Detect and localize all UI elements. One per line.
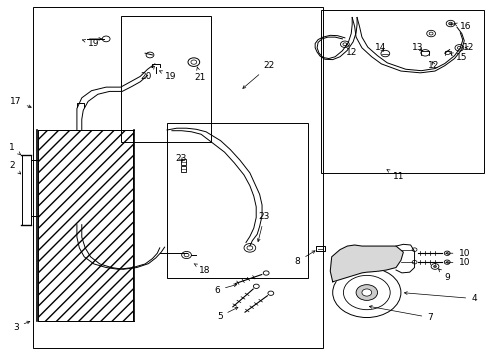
Text: 21: 21 xyxy=(195,67,206,82)
Bar xyxy=(22,155,30,225)
Text: 17: 17 xyxy=(10,97,31,108)
Circle shape xyxy=(449,22,453,25)
Text: 23: 23 xyxy=(175,154,186,163)
Bar xyxy=(181,159,186,165)
Text: 8: 8 xyxy=(295,251,315,266)
Bar xyxy=(320,10,484,173)
Text: 6: 6 xyxy=(214,284,237,294)
Text: 12: 12 xyxy=(345,44,357,57)
Bar xyxy=(33,7,323,348)
Circle shape xyxy=(356,285,377,300)
Text: 11: 11 xyxy=(387,170,404,181)
Text: 10: 10 xyxy=(446,258,470,267)
Text: 22: 22 xyxy=(243,61,275,89)
Text: 12: 12 xyxy=(428,61,440,70)
Text: 5: 5 xyxy=(217,307,238,321)
Bar xyxy=(167,123,308,278)
Circle shape xyxy=(434,265,437,267)
Text: 16: 16 xyxy=(454,22,471,31)
Bar xyxy=(181,166,186,172)
Text: 1: 1 xyxy=(9,143,21,154)
Text: 18: 18 xyxy=(194,264,211,275)
Bar xyxy=(38,130,133,321)
Circle shape xyxy=(362,289,372,296)
Text: 2: 2 xyxy=(9,161,21,174)
Text: 13: 13 xyxy=(412,43,424,52)
Text: 3: 3 xyxy=(13,321,30,332)
Text: 10: 10 xyxy=(446,249,470,258)
Bar xyxy=(121,16,211,143)
Text: 7: 7 xyxy=(369,306,433,322)
Text: 12: 12 xyxy=(464,43,475,52)
Text: 14: 14 xyxy=(375,43,386,52)
Text: 15: 15 xyxy=(450,53,467,62)
Text: 20: 20 xyxy=(141,66,154,81)
Text: 19: 19 xyxy=(159,71,177,81)
Polygon shape xyxy=(330,245,403,282)
Text: 9: 9 xyxy=(439,269,450,282)
Text: 23: 23 xyxy=(257,212,270,242)
Text: 4: 4 xyxy=(404,292,477,303)
Text: 19: 19 xyxy=(83,39,99,48)
